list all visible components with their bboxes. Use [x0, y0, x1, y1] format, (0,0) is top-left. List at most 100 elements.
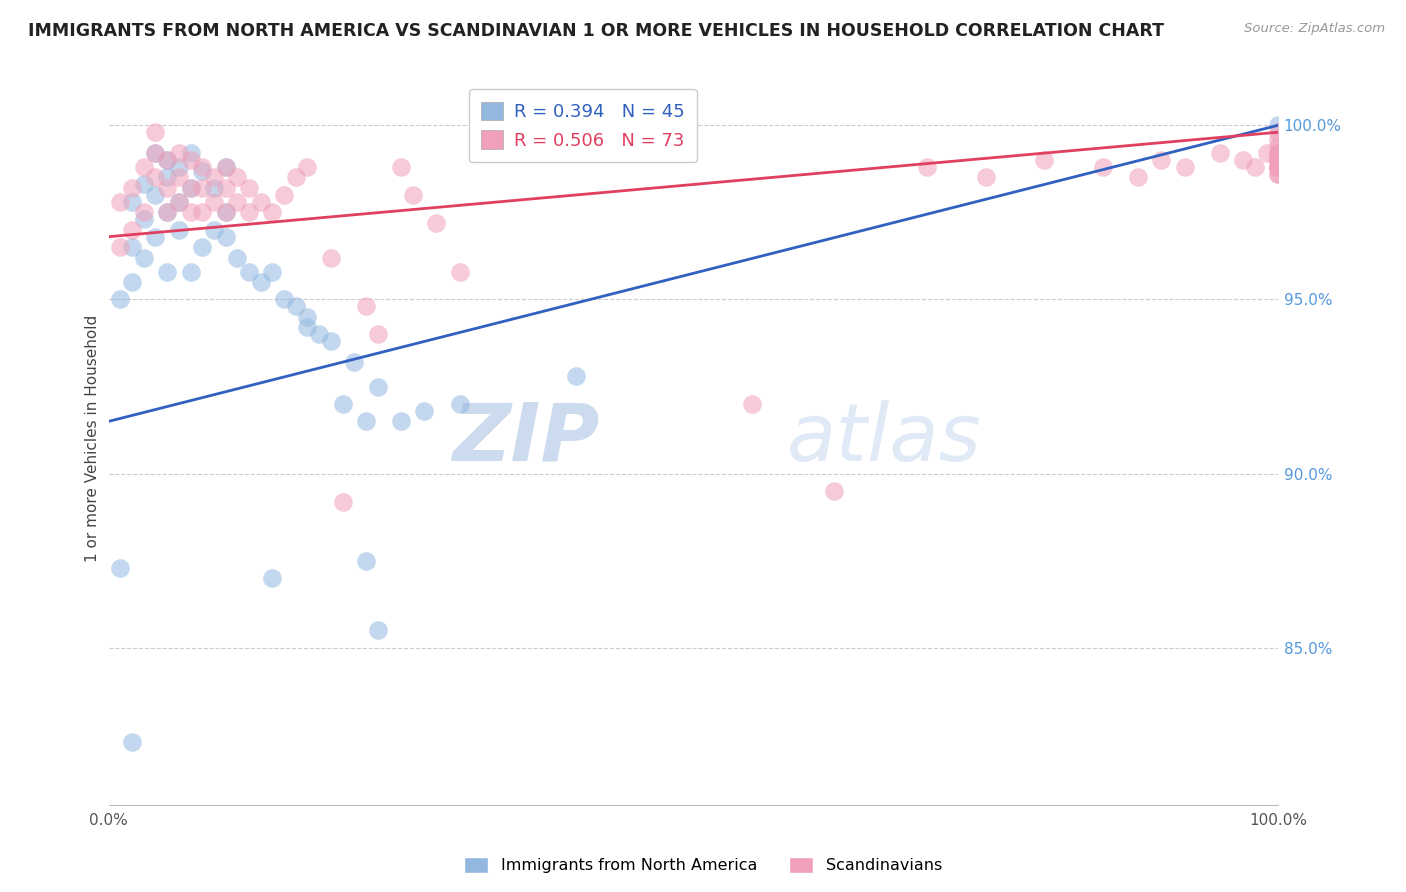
Point	[262, 571, 284, 585]
Point	[179, 205, 201, 219]
Point	[1267, 146, 1289, 161]
Point	[262, 205, 284, 219]
Point	[156, 153, 179, 167]
Point	[1267, 139, 1289, 153]
Point	[202, 194, 225, 209]
Point	[145, 125, 167, 139]
Point	[110, 293, 132, 307]
Point	[167, 223, 190, 237]
Point	[156, 205, 179, 219]
Point	[917, 160, 939, 174]
Point	[191, 163, 214, 178]
Point	[1174, 160, 1197, 174]
Point	[202, 170, 225, 185]
Point	[319, 334, 342, 349]
Legend: Immigrants from North America, Scandinavians: Immigrants from North America, Scandinav…	[457, 850, 949, 880]
Point	[1256, 146, 1278, 161]
Point	[425, 216, 447, 230]
Point	[191, 160, 214, 174]
Point	[284, 170, 307, 185]
Point	[974, 170, 997, 185]
Point	[1232, 153, 1254, 167]
Point	[354, 414, 377, 428]
Point	[132, 251, 155, 265]
Point	[1267, 146, 1289, 161]
Point	[179, 181, 201, 195]
Point	[167, 146, 190, 161]
Point	[367, 379, 389, 393]
Point	[179, 146, 201, 161]
Point	[1267, 160, 1289, 174]
Point	[145, 170, 167, 185]
Point	[1267, 160, 1289, 174]
Point	[110, 560, 132, 574]
Point	[249, 194, 271, 209]
Point	[1033, 153, 1056, 167]
Point	[191, 240, 214, 254]
Point	[297, 320, 319, 334]
Legend: R = 0.394   N = 45, R = 0.506   N = 73: R = 0.394 N = 45, R = 0.506 N = 73	[468, 89, 697, 162]
Point	[262, 264, 284, 278]
Point	[354, 300, 377, 314]
Point	[156, 170, 179, 185]
Point	[1267, 153, 1289, 167]
Point	[1091, 160, 1114, 174]
Point	[167, 170, 190, 185]
Point	[273, 188, 295, 202]
Point	[332, 494, 354, 508]
Text: Source: ZipAtlas.com: Source: ZipAtlas.com	[1244, 22, 1385, 36]
Point	[214, 160, 236, 174]
Point	[1267, 132, 1289, 146]
Point	[449, 264, 471, 278]
Point	[402, 188, 425, 202]
Point	[179, 153, 201, 167]
Point	[167, 194, 190, 209]
Point	[367, 624, 389, 638]
Point	[145, 146, 167, 161]
Point	[167, 194, 190, 209]
Point	[343, 355, 366, 369]
Point	[226, 251, 249, 265]
Point	[1267, 146, 1289, 161]
Point	[238, 264, 260, 278]
Point	[214, 205, 236, 219]
Point	[297, 160, 319, 174]
Point	[1243, 160, 1265, 174]
Point	[202, 223, 225, 237]
Point	[249, 275, 271, 289]
Point	[179, 181, 201, 195]
Point	[132, 212, 155, 227]
Point	[1126, 170, 1149, 185]
Point	[741, 397, 763, 411]
Point	[121, 181, 143, 195]
Point	[121, 735, 143, 749]
Point	[145, 229, 167, 244]
Point	[449, 397, 471, 411]
Point	[191, 181, 214, 195]
Point	[132, 178, 155, 192]
Point	[121, 275, 143, 289]
Point	[110, 194, 132, 209]
Point	[214, 229, 236, 244]
Point	[1267, 146, 1289, 161]
Point	[1267, 167, 1289, 181]
Point	[389, 160, 412, 174]
Point	[354, 554, 377, 568]
Point	[191, 205, 214, 219]
Point	[1150, 153, 1173, 167]
Point	[1267, 153, 1289, 167]
Point	[238, 205, 260, 219]
Text: atlas: atlas	[787, 400, 981, 478]
Point	[319, 251, 342, 265]
Point	[1267, 153, 1289, 167]
Point	[413, 404, 436, 418]
Point	[1267, 167, 1289, 181]
Point	[179, 264, 201, 278]
Point	[367, 327, 389, 342]
Point	[145, 188, 167, 202]
Point	[1267, 160, 1289, 174]
Point	[110, 240, 132, 254]
Point	[1267, 160, 1289, 174]
Point	[156, 205, 179, 219]
Text: IMMIGRANTS FROM NORTH AMERICA VS SCANDINAVIAN 1 OR MORE VEHICLES IN HOUSEHOLD CO: IMMIGRANTS FROM NORTH AMERICA VS SCANDIN…	[28, 22, 1164, 40]
